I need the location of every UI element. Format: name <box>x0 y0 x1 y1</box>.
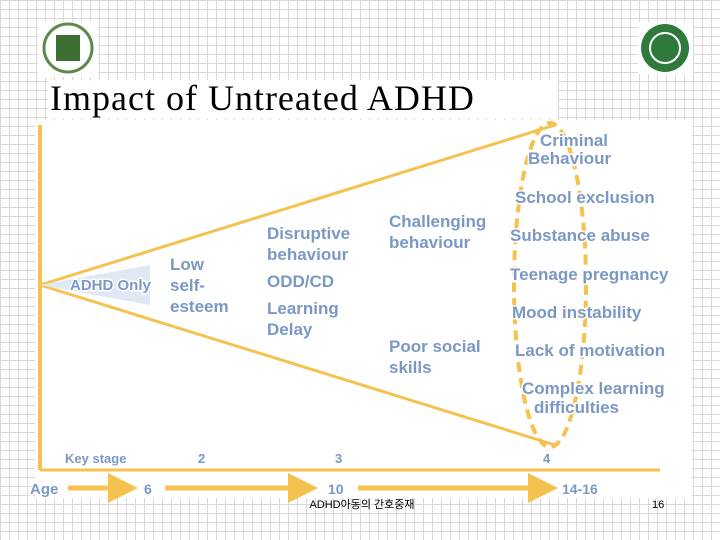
stage-label: ODD/CD <box>267 272 334 291</box>
key-stage-label: Key stage <box>65 451 126 466</box>
stage-label: esteem <box>170 297 229 316</box>
age-label: Age <box>30 481 58 498</box>
age-value: 14-16 <box>562 481 598 497</box>
outcome-label: Teenage pregnancy <box>510 265 669 284</box>
age-value: 6 <box>144 481 152 497</box>
key-stage-value: 4 <box>543 451 551 466</box>
stage-label: Challenging <box>389 212 486 231</box>
outcome-label: difficulties <box>534 398 619 417</box>
cone <box>38 121 660 472</box>
outcome-label: Criminal <box>540 131 608 150</box>
key-stage-value: 3 <box>335 451 342 466</box>
stage-label: Delay <box>267 320 313 339</box>
outcome-label: School exclusion <box>515 188 655 207</box>
stage-label: Poor social <box>389 337 481 356</box>
stage-label: behaviour <box>267 245 349 264</box>
outcome-label: Behaviour <box>528 149 612 168</box>
outcome-label: Lack of motivation <box>515 341 665 360</box>
stage-label: self- <box>170 276 205 295</box>
outcome-label: Substance abuse <box>510 226 650 245</box>
stage-label: ADHD Only <box>70 277 151 294</box>
labels: ADHD Only Low self- esteem Disruptive be… <box>29 130 671 500</box>
title: Impact of Untreated ADHD <box>50 78 475 118</box>
stage-label: Low <box>170 255 205 274</box>
stage-label: Disruptive <box>267 224 350 243</box>
stage-label: Learning <box>267 299 339 318</box>
page-number: 16 <box>652 499 664 511</box>
logo-right <box>638 22 693 74</box>
key-stage-value: 2 <box>198 451 205 466</box>
logo-left <box>38 22 98 77</box>
footer-text: ADHD아동의 간호중재 <box>309 498 414 511</box>
stage-label: skills <box>389 358 432 377</box>
outcome-label: Mood instability <box>512 303 642 322</box>
cone-fill <box>40 265 150 305</box>
stage-label: behaviour <box>389 233 471 252</box>
outcome-label: Complex learning <box>522 379 665 398</box>
age-value: 10 <box>328 481 344 497</box>
